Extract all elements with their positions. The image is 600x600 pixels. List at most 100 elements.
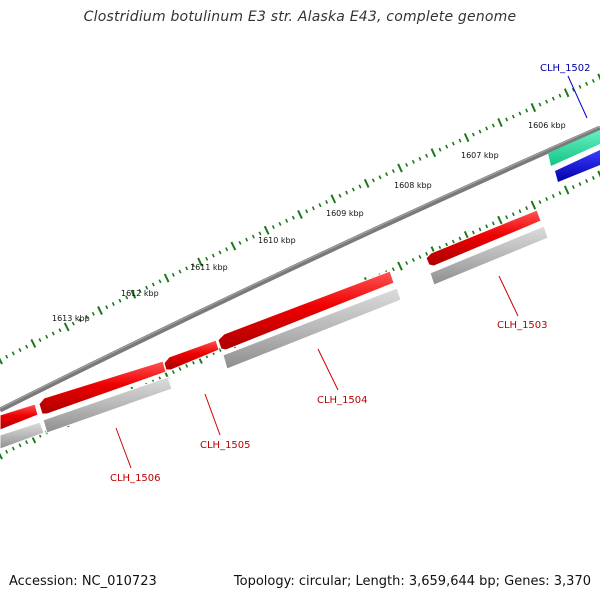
genome-backbone xyxy=(0,125,600,413)
minor-tick xyxy=(545,99,549,104)
gene-clh-1506-cds-arrow[interactable] xyxy=(38,360,167,415)
gene-clh-1502-features[interactable] xyxy=(548,130,600,182)
minor-tick xyxy=(238,240,242,245)
minor-tick xyxy=(125,295,129,300)
tick-label: 1611 kbp xyxy=(190,263,228,272)
minor-tick xyxy=(471,132,475,137)
gene-clh-1505-features[interactable] xyxy=(163,339,220,371)
major-tick xyxy=(197,257,203,267)
major-tick xyxy=(397,163,403,173)
major-tick xyxy=(0,452,3,460)
minor-tick xyxy=(591,176,595,180)
minor-tick xyxy=(405,261,409,266)
minor-tick xyxy=(471,230,475,235)
minor-tick xyxy=(71,321,75,326)
gene-clh-1505-cds-arrow[interactable] xyxy=(163,339,220,371)
minor-tick xyxy=(378,175,382,180)
minor-tick xyxy=(418,254,422,259)
gene-label-clh-1505[interactable]: CLH_1505 xyxy=(200,440,251,451)
gene-label-clh-1503[interactable]: CLH_1503 xyxy=(497,320,548,331)
gene-label-clh-1502[interactable]: CLH_1502 xyxy=(540,63,591,74)
minor-tick xyxy=(258,231,262,236)
major-tick xyxy=(30,338,37,348)
leader-line-clh-1503 xyxy=(498,275,519,317)
major-tick xyxy=(597,170,600,178)
gene-clh-1504-cds-arrow[interactable] xyxy=(217,270,395,351)
minor-tick xyxy=(178,269,182,274)
minor-tick xyxy=(318,203,322,208)
major-tick xyxy=(63,322,70,332)
gene-clh-1502-feature-arrow[interactable] xyxy=(555,150,600,182)
major-tick xyxy=(530,200,537,210)
minor-tick xyxy=(5,449,9,454)
minor-tick xyxy=(491,221,495,226)
outer-tick-row xyxy=(0,73,600,365)
offscreen-cds-arrow[interactable] xyxy=(0,403,39,431)
major-tick xyxy=(130,289,137,299)
gene-clh-1503-cds-arrow[interactable] xyxy=(425,209,542,267)
minor-tick xyxy=(211,253,215,258)
minor-tick xyxy=(185,266,189,271)
major-tick xyxy=(363,178,370,188)
minor-tick xyxy=(105,305,109,310)
minor-tick xyxy=(111,302,115,306)
minor-tick xyxy=(578,84,582,89)
major-tick xyxy=(597,73,600,81)
gene-clh-1504-features[interactable] xyxy=(217,270,402,370)
genome-backbone-highlight xyxy=(0,126,600,409)
minor-tick xyxy=(411,159,415,164)
minor-tick xyxy=(18,348,22,352)
minor-tick xyxy=(385,172,389,177)
minor-tick xyxy=(171,370,175,375)
minor-tick xyxy=(11,446,15,451)
minor-tick xyxy=(51,331,55,336)
minor-tick xyxy=(511,114,515,119)
gene-label-clh-1504[interactable]: CLH_1504 xyxy=(317,395,368,406)
minor-tick xyxy=(158,279,162,284)
leader-line-clh-1504 xyxy=(317,348,339,391)
minor-tick xyxy=(18,443,22,448)
minor-tick xyxy=(418,156,422,161)
minor-tick xyxy=(558,191,562,196)
minor-tick xyxy=(478,227,482,232)
minor-tick xyxy=(58,328,62,333)
minor-tick xyxy=(285,218,289,223)
offscreen-shadow[interactable] xyxy=(0,421,45,450)
minor-tick xyxy=(391,169,395,174)
major-tick xyxy=(0,357,3,365)
minor-tick xyxy=(551,194,555,199)
minor-tick xyxy=(45,334,49,339)
gene-label-clh-1506[interactable]: CLH_1506 xyxy=(110,473,161,484)
major-tick xyxy=(163,273,170,283)
tick-label: 1613 kbp xyxy=(52,314,90,323)
major-tick xyxy=(530,102,537,113)
minor-tick xyxy=(25,440,29,445)
minor-tick xyxy=(338,193,342,198)
minor-tick xyxy=(325,200,329,204)
minor-tick xyxy=(458,236,462,241)
minor-tick xyxy=(191,263,195,268)
minor-tick xyxy=(591,78,595,83)
minor-tick xyxy=(5,354,9,359)
major-tick xyxy=(497,117,503,128)
minor-tick xyxy=(351,187,355,192)
gene-clh-1506-features[interactable] xyxy=(38,360,173,434)
gene-clh-1503-features[interactable] xyxy=(425,209,549,286)
gene-clh-1504-shadow[interactable] xyxy=(222,287,402,370)
minor-tick xyxy=(571,185,575,190)
minor-tick xyxy=(538,102,542,107)
gene-offscreen-left-features[interactable] xyxy=(0,403,45,450)
minor-tick xyxy=(85,315,89,320)
major-tick xyxy=(497,215,503,225)
tick-label: 1612 kbp xyxy=(121,289,159,298)
minor-tick xyxy=(205,256,209,261)
gene-clh-1506-shadow[interactable] xyxy=(42,376,173,434)
minor-tick xyxy=(185,363,189,368)
major-tick xyxy=(263,225,270,235)
minor-tick xyxy=(425,153,429,158)
minor-tick xyxy=(571,87,575,92)
genome-stats-text: Topology: circular; Length: 3,659,644 bp… xyxy=(233,574,591,589)
gene-clh-1503-shadow[interactable] xyxy=(429,225,549,286)
gene-clh-1502-rna-arrow[interactable] xyxy=(548,130,600,166)
leader-line-clh-1506 xyxy=(115,427,132,469)
